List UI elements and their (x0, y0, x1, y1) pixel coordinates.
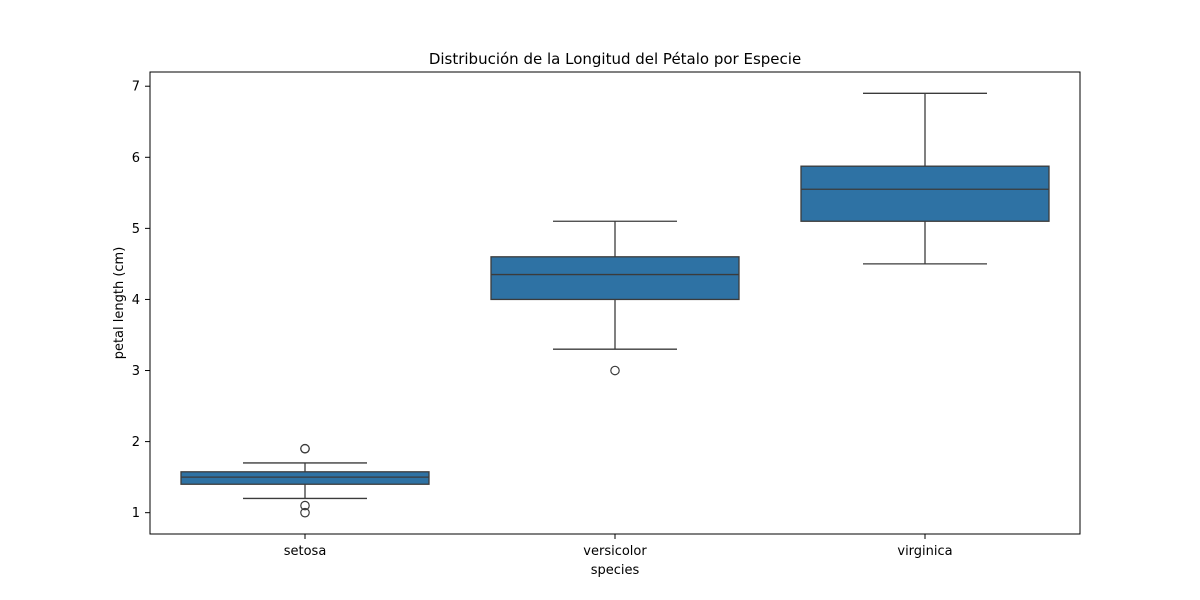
y-tick-label: 2 (132, 435, 140, 450)
y-tick-label: 5 (132, 222, 140, 237)
outlier-point (300, 443, 310, 454)
plot-frame (149, 71, 1081, 535)
x-tick-label: virginica (897, 544, 952, 559)
x-axis-label: species (591, 563, 640, 578)
box-group-versicolor (490, 220, 740, 376)
outlier-point (300, 500, 310, 511)
x-tick-label: setosa (284, 544, 327, 559)
plot-area: 1 2 3 4 5 6 7 setosa versicolor virginica (132, 80, 1050, 559)
box-group-setosa (180, 443, 430, 518)
y-axis-label: petal length (cm) (112, 247, 127, 360)
x-tick-label: versicolor (583, 544, 647, 559)
box-setosa (180, 471, 430, 485)
y-tick-label: 7 (132, 80, 140, 95)
y-tick-label: 6 (132, 151, 140, 166)
box-versicolor (490, 256, 740, 301)
outlier-point (300, 507, 310, 518)
box-virginica (800, 165, 1050, 222)
y-tick-label: 3 (132, 364, 140, 379)
outlier-point (610, 365, 620, 376)
y-tick-label: 1 (132, 506, 140, 521)
box-group-virginica (800, 92, 1050, 265)
chart-title: Distribución de la Longitud del Pétalo p… (429, 50, 801, 68)
y-tick-label: 4 (132, 293, 140, 308)
